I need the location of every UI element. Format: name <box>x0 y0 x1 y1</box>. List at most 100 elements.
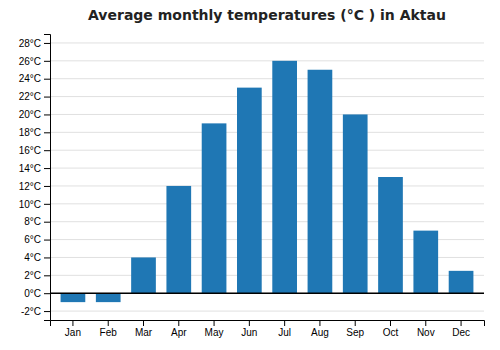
x-axis: JanFebMarAprMayJunJulAugSepOctNovDec <box>51 320 485 338</box>
y-tick: 14°C <box>19 163 50 174</box>
plot: -2°C0°C2°C4°C6°C8°C10°C12°C14°C16°C18°C2… <box>19 35 485 339</box>
bar <box>343 114 368 293</box>
x-tick-mark <box>284 320 285 326</box>
grid-line <box>50 42 484 43</box>
y-tick: 22°C <box>19 91 50 102</box>
y-tick: 26°C <box>19 56 50 67</box>
x-tick-label: Dec <box>452 327 470 338</box>
x-tick: Feb <box>100 320 118 338</box>
grid-line <box>50 311 484 312</box>
grid-line <box>50 168 484 169</box>
x-tick-label: Oct <box>383 327 399 338</box>
y-tick: 2°C <box>24 270 50 281</box>
x-tick-mark <box>178 320 179 326</box>
bar <box>449 271 474 293</box>
y-tick: 8°C <box>24 216 50 227</box>
y-tick-mark <box>44 168 50 169</box>
x-tick-mark <box>143 320 144 326</box>
x-tick-label: May <box>205 327 224 338</box>
x-tick-label: Jan <box>65 327 81 338</box>
y-tick-label: 28°C <box>19 38 41 49</box>
y-tick-mark <box>44 222 50 223</box>
x-tick-mark <box>425 320 426 326</box>
x-tick-mark <box>214 320 215 326</box>
x-tick-mark <box>319 320 320 326</box>
x-axis-line <box>51 321 485 327</box>
y-tick-label: 24°C <box>19 73 41 84</box>
title: Average monthly temperatures (°C ) in Ak… <box>88 7 446 23</box>
grid-line <box>50 78 484 79</box>
x-tick-label: Mar <box>135 327 153 338</box>
y-tick-label: 2°C <box>24 270 41 281</box>
y-tick-mark <box>44 79 50 80</box>
y-tick-label: 20°C <box>19 109 41 120</box>
x-tick-label: Feb <box>100 327 118 338</box>
grid-line <box>50 293 484 294</box>
y-axis-line <box>44 35 51 321</box>
x-tick-mark <box>249 320 250 326</box>
y-axis: -2°C0°C2°C4°C6°C8°C10°C12°C14°C16°C18°C2… <box>19 35 51 321</box>
x-tick: Mar <box>135 320 153 338</box>
x-tick: Jan <box>65 320 81 338</box>
y-tick: 4°C <box>24 252 50 263</box>
grid-line <box>50 150 484 151</box>
x-tick: May <box>205 320 224 338</box>
y-tick-label: 16°C <box>19 145 41 156</box>
x-tick-label: Jul <box>278 327 291 338</box>
x-tick-mark <box>390 320 391 326</box>
bars <box>61 61 474 302</box>
x-tick: Oct <box>383 320 399 338</box>
y-tick-mark <box>44 43 50 44</box>
grid-line <box>50 114 484 115</box>
y-tick-label: 14°C <box>19 163 41 174</box>
y-tick-mark <box>44 275 50 276</box>
grid-line <box>50 185 484 186</box>
x-tick-label: Aug <box>311 327 329 338</box>
y-tick-label: 22°C <box>19 91 41 102</box>
x-tick-mark <box>108 320 109 326</box>
y-tick-mark <box>44 114 50 115</box>
x-tick: Aug <box>311 320 329 338</box>
y-tick-mark <box>44 204 50 205</box>
x-tick: Dec <box>452 320 470 338</box>
bar <box>413 231 438 294</box>
y-tick-mark <box>44 186 50 187</box>
y-tick: -2°C <box>21 306 50 317</box>
bar <box>166 186 191 293</box>
bar <box>202 123 227 293</box>
x-tick-label: Jun <box>241 327 257 338</box>
x-tick-label: Apr <box>171 327 187 338</box>
x-tick: Jul <box>278 320 291 338</box>
grid-line <box>50 60 484 61</box>
y-tick: 20°C <box>19 109 50 120</box>
y-tick: 18°C <box>19 127 50 138</box>
y-tick-label: 26°C <box>19 56 41 67</box>
zero-line <box>50 292 484 294</box>
x-tick-mark <box>355 320 356 326</box>
grid-line <box>50 221 484 222</box>
y-tick: 6°C <box>24 234 50 245</box>
y-tick: 0°C <box>24 288 50 299</box>
y-tick-label: 6°C <box>24 234 41 245</box>
y-tick-label: -2°C <box>21 306 41 317</box>
bar <box>237 88 262 294</box>
x-tick: Sep <box>346 320 364 338</box>
y-tick-mark <box>44 293 50 294</box>
bar <box>131 257 156 293</box>
y-tick: 12°C <box>19 181 50 192</box>
y-tick-mark <box>44 97 50 98</box>
x-tick-mark <box>72 320 73 326</box>
y-tick-label: 18°C <box>19 127 41 138</box>
grid-line <box>50 96 484 97</box>
y-tick-mark <box>44 61 50 62</box>
y-tick-label: 0°C <box>24 288 41 299</box>
grid <box>50 43 484 311</box>
x-tick: Jun <box>241 320 257 338</box>
x-tick-mark <box>461 320 462 326</box>
x-tick: Apr <box>171 320 187 338</box>
y-tick-mark <box>44 240 50 241</box>
bar <box>96 293 121 302</box>
bar <box>378 177 403 293</box>
bar <box>308 70 333 293</box>
y-tick-label: 4°C <box>24 252 41 263</box>
